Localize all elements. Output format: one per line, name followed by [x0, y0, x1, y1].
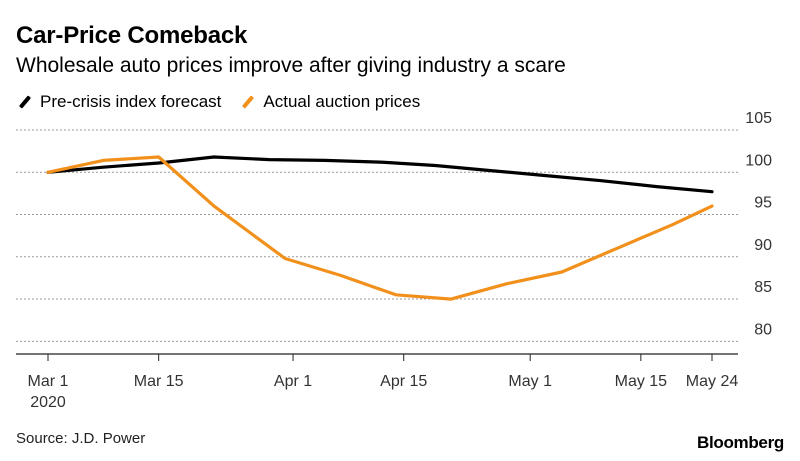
- series-line-forecast: [46, 155, 714, 194]
- x-tick-label-4: May 1: [508, 373, 552, 390]
- x-tick-label-5: May 15: [615, 373, 668, 390]
- legend-label-actual: Actual auction prices: [263, 92, 421, 111]
- x-tick-label-3: Apr 15: [380, 373, 427, 390]
- legend-label-forecast: Pre-crisis index forecast: [40, 92, 222, 111]
- y-tick-label-80: 80: [754, 321, 772, 338]
- series-line-actual: [46, 155, 714, 301]
- brand-logo: Bloomberg: [696, 433, 784, 452]
- chart-title: Car-Price Comeback: [16, 22, 248, 49]
- x-tick-label-1: Mar 15: [134, 373, 184, 390]
- x-tick-sublabel: 2020: [30, 394, 66, 411]
- x-tick-label-0: Mar 1: [28, 373, 69, 390]
- y-tick-label-90: 90: [754, 237, 772, 254]
- chart-subtitle: Wholesale auto prices improve after givi…: [16, 54, 566, 77]
- y-tick-label-85: 85: [754, 279, 772, 296]
- legend-item-actual: Actual auction prices: [239, 92, 420, 112]
- chart-legend: Pre-crisis index forecast Actual auction…: [16, 92, 438, 112]
- y-tick-label-100: 100: [745, 152, 772, 169]
- x-tick-label-6: May 24: [686, 373, 739, 390]
- x-tick-label-2: Apr 1: [274, 373, 312, 390]
- y-tick-label-95: 95: [754, 195, 772, 212]
- source-note: Source: J.D. Power: [16, 430, 146, 447]
- y-tick-label-105: 105: [745, 110, 772, 127]
- legend-item-forecast: Pre-crisis index forecast: [16, 92, 221, 112]
